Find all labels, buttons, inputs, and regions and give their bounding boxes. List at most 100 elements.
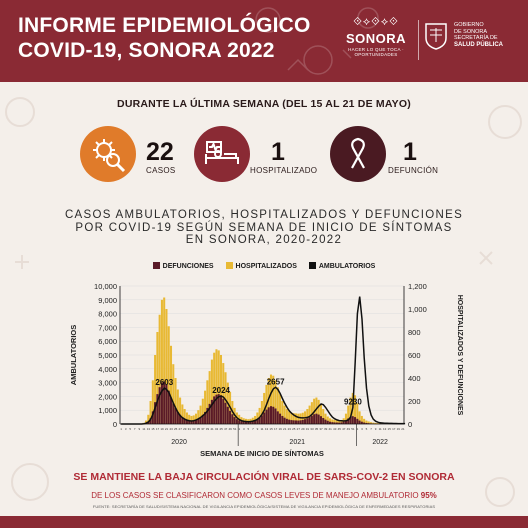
data-source: FUENTE: SECRETARÍA DE SALUD/SISTEMA NACI… [92, 504, 436, 509]
epidemic-curve-chart: 0 1,000 2,000 3,000 4,000 5,000 6,000 7,000 8,00… [69, 282, 463, 458]
bar-hospitalizados [208, 371, 211, 424]
bar-defunciones [204, 411, 207, 424]
bar-hospitalizados [292, 413, 295, 424]
page-title: INFORME EPIDEMIOLÓGICO COVID-19, SONORA … [18, 14, 311, 62]
x-tick-week: 3 [361, 427, 363, 431]
bar-hospitalizados [260, 401, 263, 424]
bar-defunciones [354, 417, 357, 424]
x-tick-week: 11 [379, 427, 382, 431]
bar-hospitalizados [272, 375, 275, 424]
x-tick-week: 37 [201, 427, 205, 431]
x-tick-week: 41 [210, 427, 214, 431]
y-tick-right: 800 [408, 328, 421, 337]
bar-defunciones [176, 411, 179, 424]
x-tick-week: 23 [288, 427, 292, 431]
year-label: 2022 [372, 439, 388, 446]
y-tick-right: 1,200 [408, 282, 427, 291]
x-tick-week: 45 [338, 427, 342, 431]
bar-hospitalizados [324, 413, 327, 424]
bar-defunciones [219, 395, 223, 424]
deaths-label: DEFUNCIÓN [388, 166, 439, 175]
bar-hospitalizados [192, 415, 195, 424]
x-tick-week: 23 [169, 427, 173, 431]
bar-defunciones [324, 419, 327, 424]
bar-hospitalizados [163, 297, 166, 424]
bar-hospitalizados [147, 414, 150, 424]
bar-defunciones [224, 402, 227, 424]
bar-defunciones [301, 419, 304, 424]
y-tick-left: 8,000 [98, 310, 117, 319]
bar-defunciones [249, 421, 252, 424]
x-tick-week: 17 [392, 427, 396, 431]
bar-hospitalizados [165, 309, 168, 424]
bar-hospitalizados [210, 359, 213, 424]
bar-hospitalizados [276, 387, 279, 424]
x-tick-week: 25 [174, 427, 178, 431]
bar-defunciones [226, 406, 229, 424]
x-tick-week: 9 [257, 427, 259, 431]
bar-hospitalizados [217, 350, 220, 424]
bar-hospitalizados [349, 397, 352, 424]
y-tick-left: 5,000 [98, 351, 117, 360]
bar-defunciones [167, 390, 170, 424]
bar-defunciones [338, 422, 341, 424]
bar-defunciones [169, 397, 173, 424]
x-tick-week: 31 [306, 427, 310, 431]
x-tick-week: 7 [370, 427, 372, 431]
bar-hospitalizados [281, 401, 284, 424]
coat-of-arms-icon [425, 23, 447, 50]
x-tick-week: 21 [283, 427, 287, 431]
y-tick-right: 200 [408, 397, 421, 406]
bar-defunciones [363, 422, 366, 424]
bar-defunciones [201, 414, 204, 424]
legend-item-defunciones: DEFUNCIONES [152, 262, 214, 270]
bar-defunciones [281, 415, 284, 424]
x-tick-week: 41 [328, 427, 332, 431]
bar-hospitalizados [335, 420, 338, 424]
bar-hospitalizados [188, 414, 191, 424]
bar-defunciones [208, 403, 211, 424]
bar-defunciones [322, 418, 325, 424]
bar-hospitalizados [174, 378, 177, 424]
bar-hospitalizados [149, 401, 152, 424]
x-tick-week: 9 [375, 427, 377, 431]
year-label: 2020 [171, 439, 187, 446]
logo-divider [418, 20, 419, 60]
bar-defunciones [349, 416, 352, 424]
x-tick-week: 1 [120, 427, 122, 431]
y-axis-label-left: AMBULATORIOS [69, 325, 78, 386]
bar-hospitalizados [201, 398, 204, 424]
bar-hospitalizados [274, 380, 277, 424]
bar-hospitalizados [269, 374, 272, 424]
x-tick-week: 17 [274, 427, 278, 431]
bar-defunciones [240, 421, 243, 424]
bar-hospitalizados [363, 418, 366, 424]
y-tick-left: 3,000 [98, 379, 117, 388]
bar-defunciones [260, 415, 263, 424]
bar-hospitalizados [172, 364, 175, 424]
week-heading: DURANTE LA ÚLTIMA SEMANA (DEL 15 AL 21 D… [117, 98, 411, 110]
bar-hospitalizados [306, 409, 309, 424]
bar-defunciones [235, 419, 238, 424]
x-tick-week: 29 [301, 427, 305, 431]
y-tick-left: 4,000 [98, 365, 117, 374]
bar-hospitalizados [308, 405, 311, 424]
bar-defunciones [265, 409, 268, 424]
bar-hospitalizados [317, 399, 320, 424]
bar-hospitalizados [315, 397, 318, 424]
x-tick-week: 43 [215, 427, 219, 431]
y-tick-right: 0 [408, 420, 412, 429]
bar-hospitalizados [213, 352, 216, 424]
bar-hospitalizados [190, 415, 193, 424]
bar-defunciones [222, 398, 225, 424]
bar-hospitalizados [219, 355, 223, 424]
bar-hospitalizados [331, 419, 334, 424]
bar-hospitalizados [194, 413, 198, 424]
y-tick-right: 400 [408, 374, 421, 383]
x-axis-label: SEMANA DE INICIO DE SÍNTOMAS [200, 449, 324, 458]
peak-label: 2603 [155, 378, 173, 387]
x-tick-week: 33 [192, 427, 196, 431]
x-tick-week: 35 [315, 427, 319, 431]
cases-count: 22 [146, 138, 174, 166]
bar-hospitalizados [256, 412, 259, 424]
